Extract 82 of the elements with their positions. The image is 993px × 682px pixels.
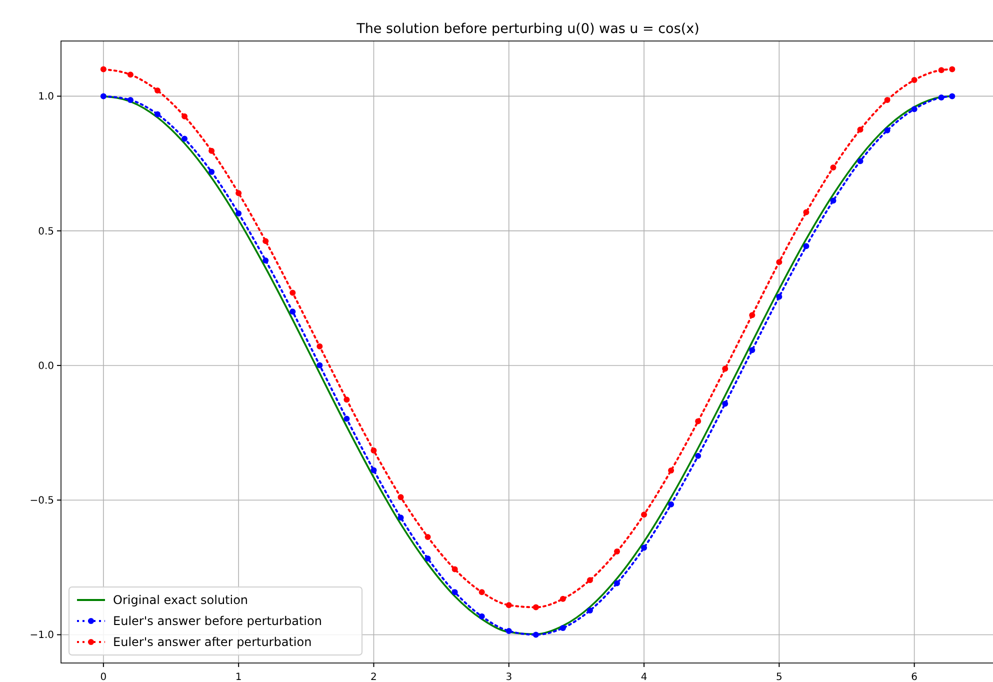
point	[749, 347, 756, 354]
point	[506, 602, 512, 608]
chart-title: The solution before perturbing u(0) was u = cos(x)	[356, 21, 700, 37]
point	[127, 72, 134, 78]
x-tick-label: 3	[506, 672, 512, 682]
point	[452, 566, 458, 572]
point	[830, 198, 836, 204]
point	[100, 93, 106, 100]
point	[290, 290, 296, 296]
point	[857, 158, 864, 164]
point	[182, 113, 188, 120]
point	[316, 362, 323, 368]
point	[424, 534, 431, 540]
legend-label: Euler's answer after perturbation	[113, 635, 312, 650]
point	[938, 94, 944, 101]
point	[949, 66, 956, 72]
point	[722, 400, 728, 407]
point	[236, 190, 242, 196]
point	[949, 93, 956, 100]
point	[776, 259, 782, 266]
point	[262, 238, 269, 244]
point	[478, 589, 485, 596]
point	[344, 416, 350, 422]
point	[236, 210, 242, 216]
point	[884, 127, 890, 134]
x-tick-label: 6	[911, 672, 918, 682]
point	[614, 548, 620, 555]
y-tick-label: −1.0	[30, 630, 54, 642]
point	[154, 88, 160, 94]
point	[452, 589, 458, 596]
point	[532, 604, 539, 610]
y-tick-label: 0.5	[38, 226, 54, 238]
point	[938, 67, 944, 74]
point	[182, 136, 188, 142]
x-tick-label: 4	[640, 672, 648, 682]
point	[614, 580, 620, 586]
point	[668, 467, 674, 474]
point	[100, 66, 106, 72]
point	[370, 448, 377, 454]
point	[695, 418, 702, 424]
point	[478, 613, 485, 620]
point	[911, 77, 918, 84]
point	[127, 96, 134, 103]
point	[344, 396, 350, 403]
legend-label: Original exact solution	[113, 593, 248, 608]
point	[749, 312, 756, 318]
point	[911, 106, 918, 112]
point	[641, 512, 648, 518]
point	[803, 209, 810, 216]
x-tick-label: 0	[100, 672, 107, 682]
point	[290, 308, 296, 315]
point	[398, 514, 404, 521]
point	[208, 168, 215, 175]
point	[803, 243, 810, 250]
point	[586, 577, 593, 584]
x-tick-label: 1	[235, 672, 242, 682]
point	[532, 632, 539, 638]
point	[262, 257, 269, 264]
point	[641, 544, 648, 551]
y-tick-label: −0.5	[30, 496, 54, 507]
point	[370, 467, 377, 474]
point	[560, 596, 566, 602]
x-tick-label: 5	[776, 672, 782, 682]
x-tick-label: 2	[370, 672, 377, 682]
legend-label: Euler's answer before perturbation	[113, 614, 322, 628]
point	[154, 111, 160, 118]
point	[560, 624, 566, 631]
point	[506, 628, 512, 634]
point	[695, 452, 702, 459]
point	[722, 366, 728, 372]
point	[776, 294, 782, 300]
point	[830, 164, 836, 171]
point	[316, 343, 323, 350]
point	[884, 96, 890, 103]
y-tick-label: 0.0	[38, 360, 54, 372]
point	[208, 148, 215, 154]
y-tick-label: 1.0	[38, 92, 54, 103]
point	[424, 556, 431, 562]
point	[668, 501, 674, 508]
point	[586, 607, 593, 614]
point	[857, 126, 864, 133]
point	[398, 494, 404, 500]
